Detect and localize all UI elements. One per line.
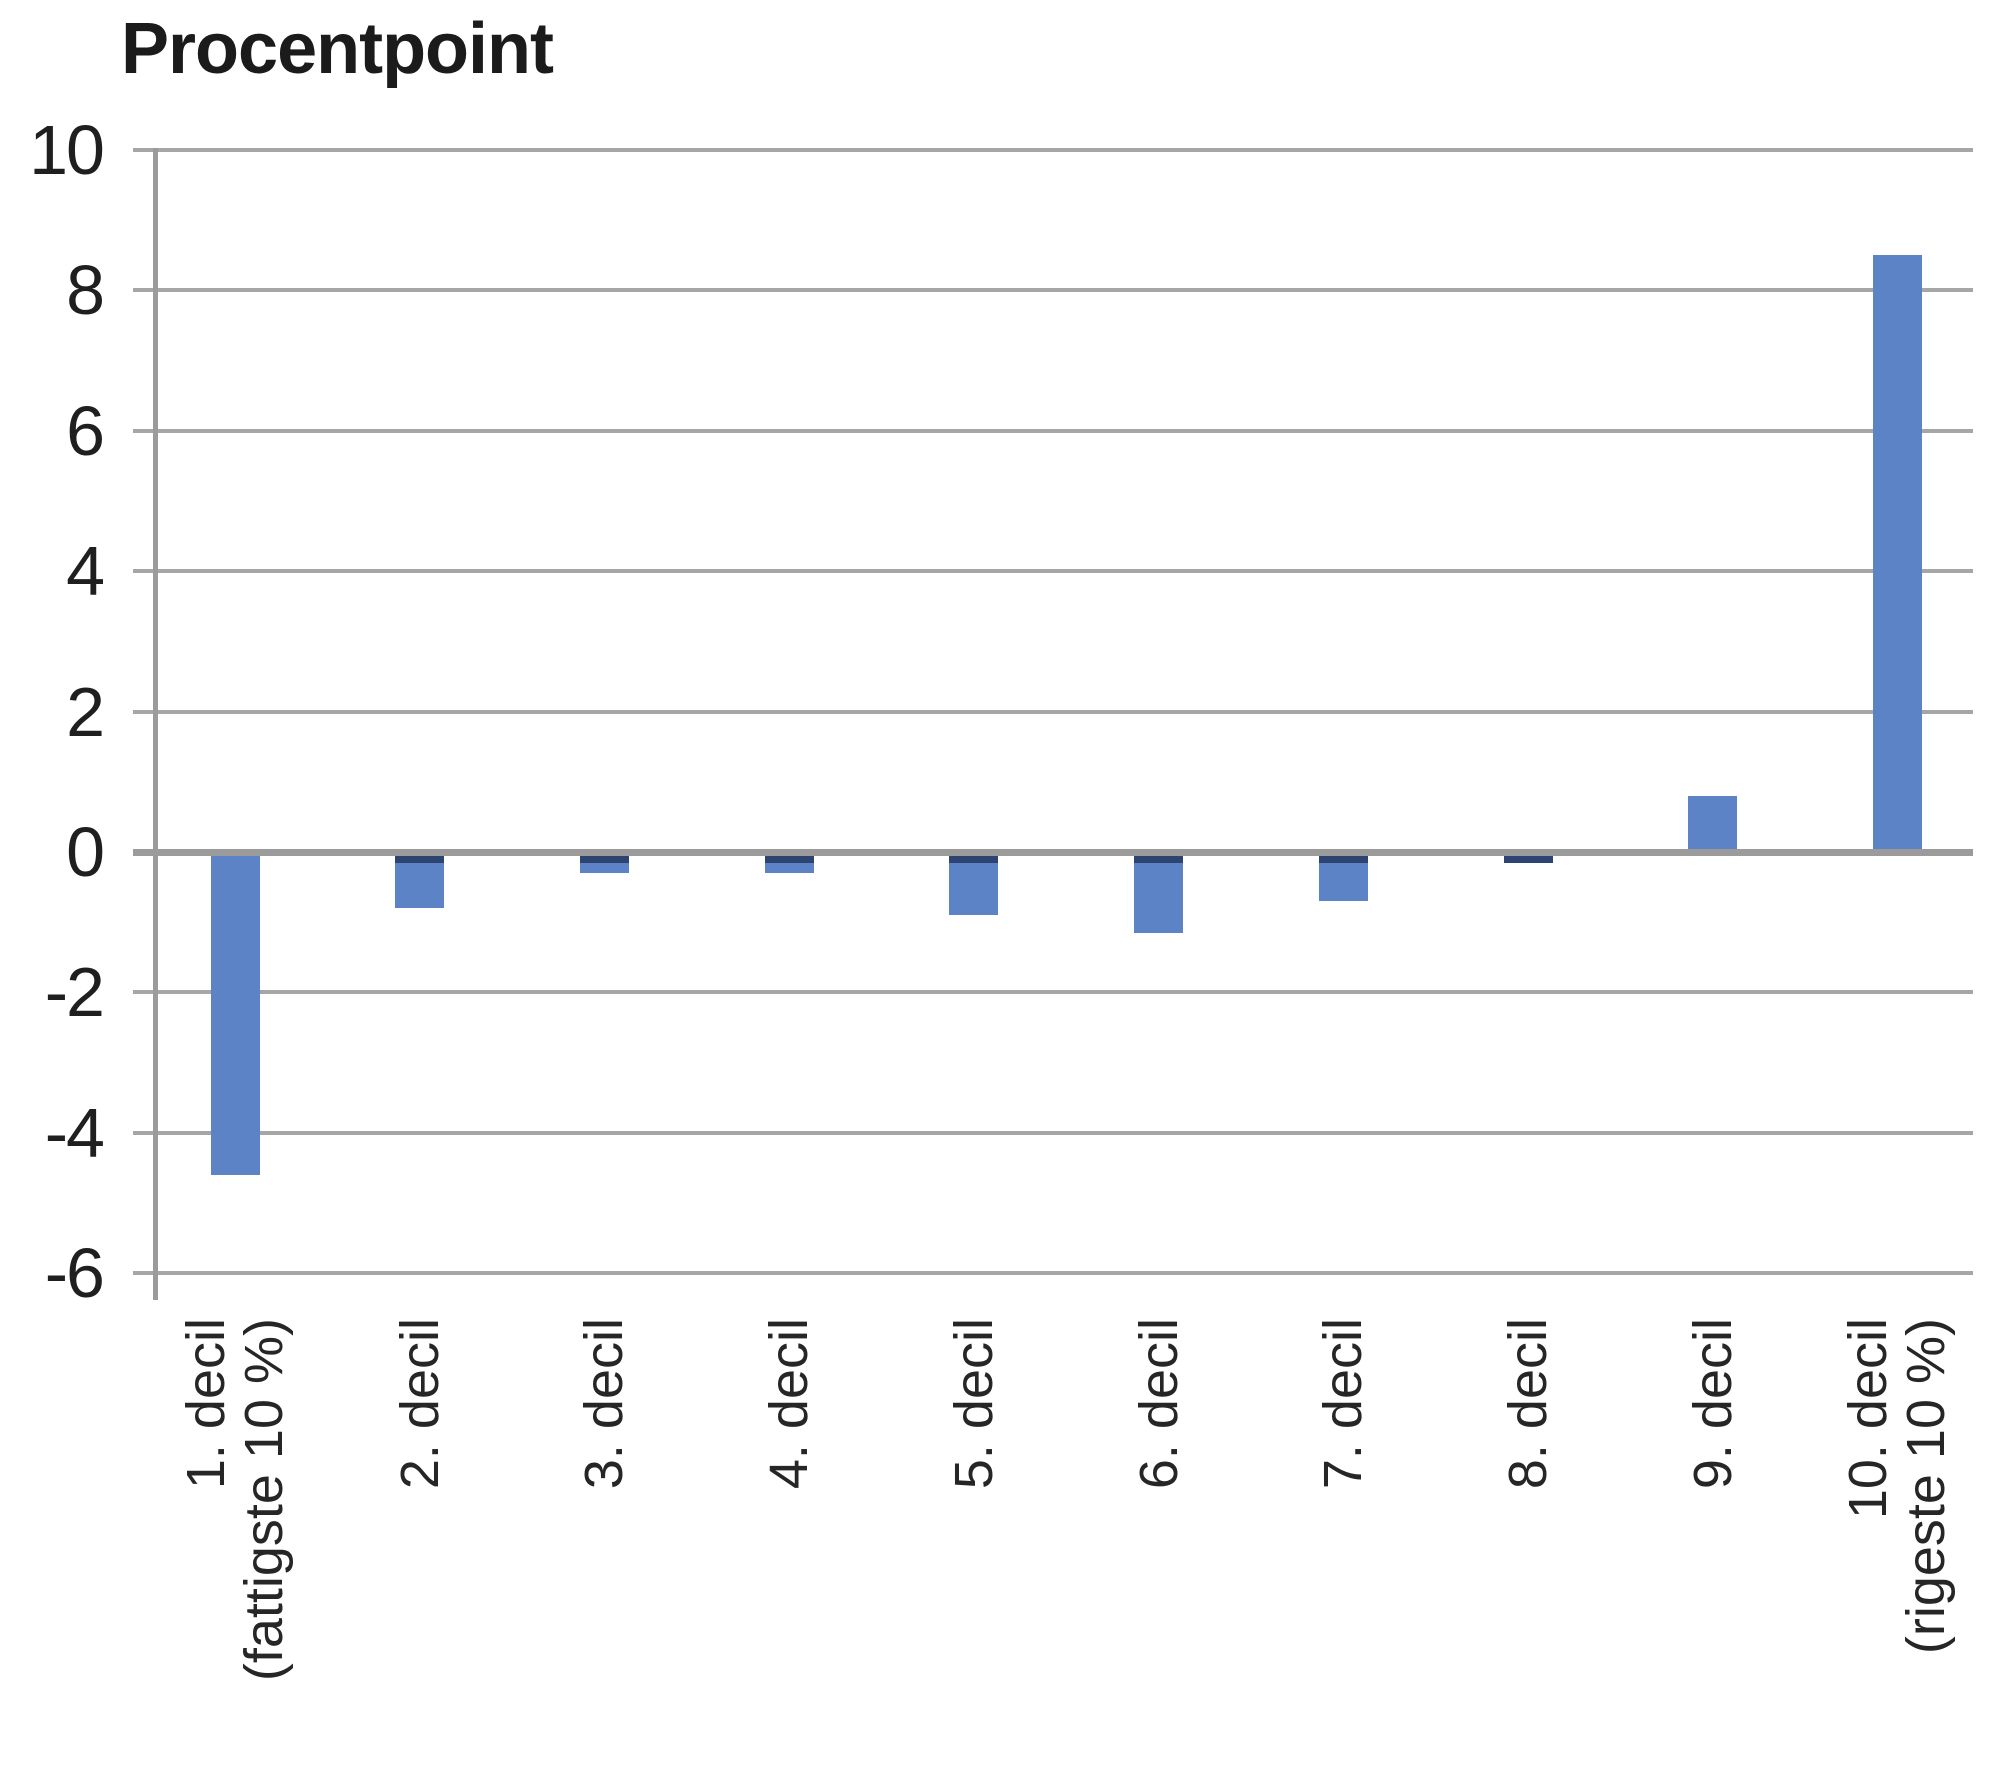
- zero-axis-line: [133, 848, 1973, 856]
- bar-10-decil: [1872, 255, 1922, 852]
- bar-7-decil: [1318, 852, 1368, 902]
- gridline: [133, 1271, 1973, 1276]
- x-axis-label-line: 1. decil: [176, 1318, 236, 1490]
- chart-title: Procentpoint: [121, 9, 554, 89]
- gridline: [133, 428, 1973, 433]
- x-axis-category-label: 4. decil: [759, 1318, 820, 1490]
- bar-dark-edge: [1134, 852, 1184, 863]
- x-axis-label-line: 10. decil: [1838, 1318, 1899, 1520]
- x-axis-category-label: 10. decil (rigeste 10 %): [1838, 1318, 1957, 1655]
- x-axis-label-line: 5. decil: [943, 1318, 1004, 1490]
- x-axis-label-line: 9. decil: [1682, 1318, 1743, 1490]
- bar-8-decil: [1503, 852, 1553, 863]
- bar-2-decil: [395, 852, 445, 909]
- y-axis-tick-label: 0: [66, 813, 105, 891]
- bar-dark-edge: [764, 852, 814, 863]
- gridline: [133, 709, 1973, 714]
- x-axis-label-line: 8. decil: [1498, 1318, 1559, 1490]
- bar-dark-edge: [1318, 852, 1368, 863]
- x-axis-category-label: 5. decil: [943, 1318, 1004, 1490]
- gridline: [133, 148, 1973, 152]
- bar-dark-edge: [1503, 852, 1553, 863]
- y-axis-line: [153, 148, 158, 1300]
- x-axis-label-line: 4. decil: [759, 1318, 820, 1490]
- x-axis-label-line: 3. decil: [574, 1318, 635, 1490]
- bar-dark-edge: [579, 852, 629, 863]
- x-axis-category-label: 8. decil: [1498, 1318, 1559, 1490]
- bar-dark-edge: [949, 852, 999, 863]
- x-axis-category-label: 2. decil: [389, 1318, 450, 1490]
- x-axis-category-label: 3. decil: [574, 1318, 635, 1490]
- x-axis-label-line: 6. decil: [1128, 1318, 1189, 1490]
- x-axis-category-label: 9. decil: [1682, 1318, 1743, 1490]
- y-axis-tick-label: 4: [66, 532, 105, 611]
- x-axis-label-line: 2. decil: [389, 1318, 450, 1490]
- x-axis-label-line: (rigeste 10 %): [1896, 1318, 1957, 1655]
- gridline: [133, 288, 1973, 293]
- gridline: [133, 569, 1973, 574]
- y-axis-tick-label: 10: [29, 111, 105, 189]
- y-axis-tick-label: -2: [44, 953, 105, 1032]
- bar-5-decil: [949, 852, 999, 916]
- x-axis-category-label: 7. decil: [1313, 1318, 1374, 1490]
- bar-3-decil: [579, 852, 629, 874]
- gridline: [133, 990, 1973, 995]
- y-axis-tick-label: -6: [44, 1234, 105, 1313]
- y-axis-tick-label: 6: [66, 391, 105, 470]
- bar-1-decil: [210, 852, 260, 1175]
- bar-9-decil: [1688, 795, 1738, 852]
- bar-6-decil: [1134, 852, 1184, 933]
- y-axis-tick-label: -4: [44, 1093, 105, 1172]
- gridline: [133, 1130, 1973, 1135]
- x-axis-label-line: 7. decil: [1313, 1318, 1374, 1490]
- bar-4-decil: [764, 852, 814, 874]
- bar-dark-edge: [395, 852, 445, 863]
- y-axis-tick-label: 8: [66, 251, 105, 330]
- y-axis-tick-label: 2: [66, 672, 105, 751]
- x-axis-category-label: 1. decil (fattigste 10 %): [176, 1318, 294, 1682]
- x-axis-label-line: (fattigste 10 %): [234, 1318, 294, 1682]
- x-axis-category-label: 6. decil: [1128, 1318, 1189, 1490]
